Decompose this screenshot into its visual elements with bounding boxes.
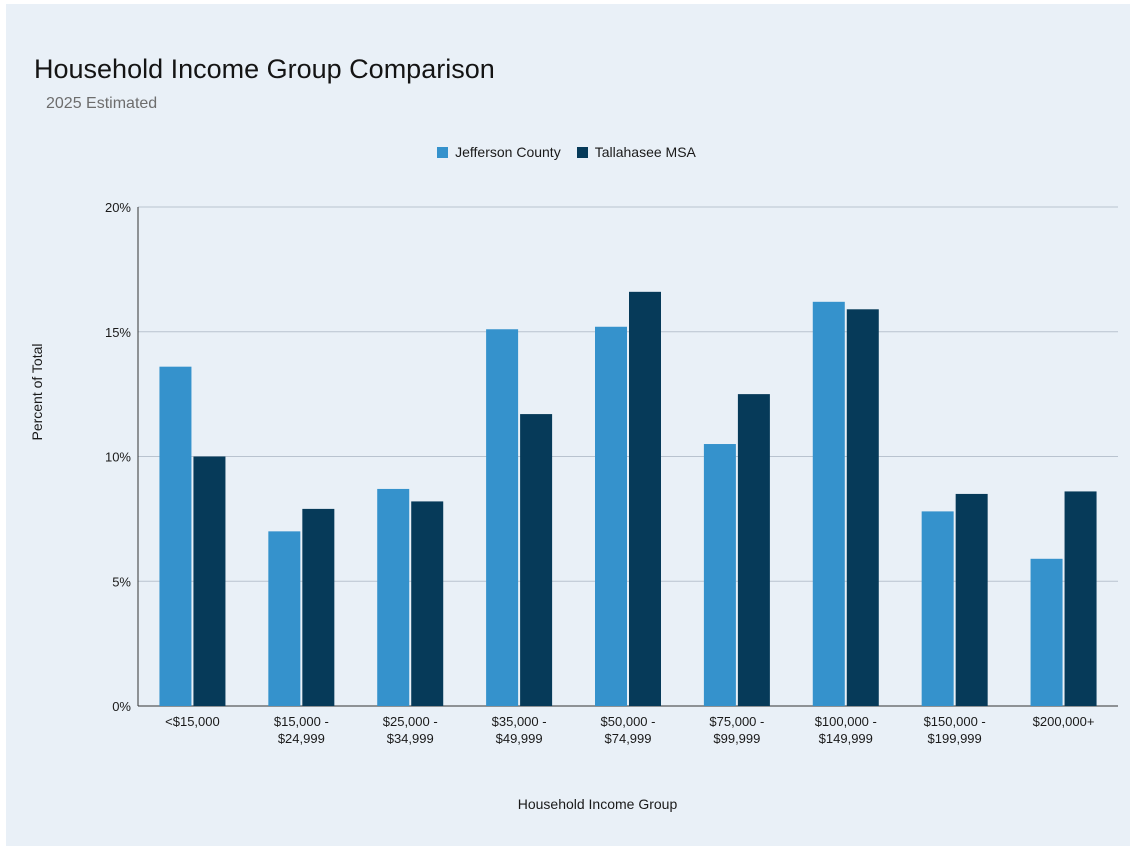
y-tick-label: 5% [112,574,131,589]
x-tick-label: $50,000 - [601,714,656,729]
legend-swatch-tallahasee-msa [576,146,588,158]
bar-jefferson-county[interactable] [268,531,301,706]
legend-item-tallahasee-msa[interactable]: Tallahasee MSA [576,144,696,160]
legend-item-jefferson-county[interactable]: Jefferson County [437,144,561,160]
x-tick-label: $34,999 [387,731,434,746]
legend-label-jefferson-county: Jefferson County [455,144,561,160]
y-tick-label: 20% [105,200,131,215]
bar-tallahasee-msa[interactable] [520,414,553,706]
x-tick-label: $15,000 - [274,714,329,729]
bar-tallahasee-msa[interactable] [411,501,444,706]
x-tick-label: $24,999 [278,731,325,746]
bar-tallahasee-msa[interactable] [302,508,335,706]
legend: Jefferson County Tallahasee MSA [0,144,1133,160]
x-tick-label: $25,000 - [383,714,438,729]
x-tick-label: $74,999 [605,731,652,746]
x-tick-label: $200,000+ [1033,714,1095,729]
bar-jefferson-county[interactable] [595,326,627,706]
legend-label-tallahasee-msa: Tallahasee MSA [594,144,696,160]
bar-jefferson-county[interactable] [1030,558,1063,706]
bar-tallahasee-msa[interactable] [629,291,661,706]
x-tick-label: $199,999 [928,731,982,746]
legend-swatch-jefferson-county [437,146,449,158]
x-tick-label: $150,000 - [924,714,986,729]
bar-tallahasee-msa[interactable] [955,493,988,706]
bar-tallahasee-msa[interactable] [193,456,226,707]
x-tick-label: <$15,000 [165,714,220,729]
bar-tallahasee-msa[interactable] [1064,491,1097,706]
y-tick-label: 15% [105,325,131,340]
chart-subtitle: 2025 Estimated [46,95,158,112]
x-tick-label: $99,999 [713,731,760,746]
bar-jefferson-county[interactable] [377,488,410,706]
x-tick-label: $149,999 [819,731,873,746]
bar-jefferson-county[interactable] [812,301,845,706]
chart-title: Household Income Group Comparison [34,54,495,84]
bar-jefferson-county[interactable] [921,511,954,706]
bar-jefferson-county[interactable] [159,366,192,706]
x-tick-label: $75,000 - [709,714,764,729]
bar-tallahasee-msa[interactable] [737,394,770,706]
y-tick-label: 10% [105,450,131,465]
x-tick-label: $100,000 - [815,714,877,729]
y-tick-label: 0% [112,699,131,714]
bar-jefferson-county[interactable] [486,329,519,706]
x-axis-label: Household Income Group [517,796,678,812]
bar-jefferson-county[interactable] [703,444,736,706]
bar-tallahasee-msa[interactable] [846,309,879,706]
x-tick-label: $49,999 [496,731,543,746]
x-tick-label: $35,000 - [492,714,547,729]
